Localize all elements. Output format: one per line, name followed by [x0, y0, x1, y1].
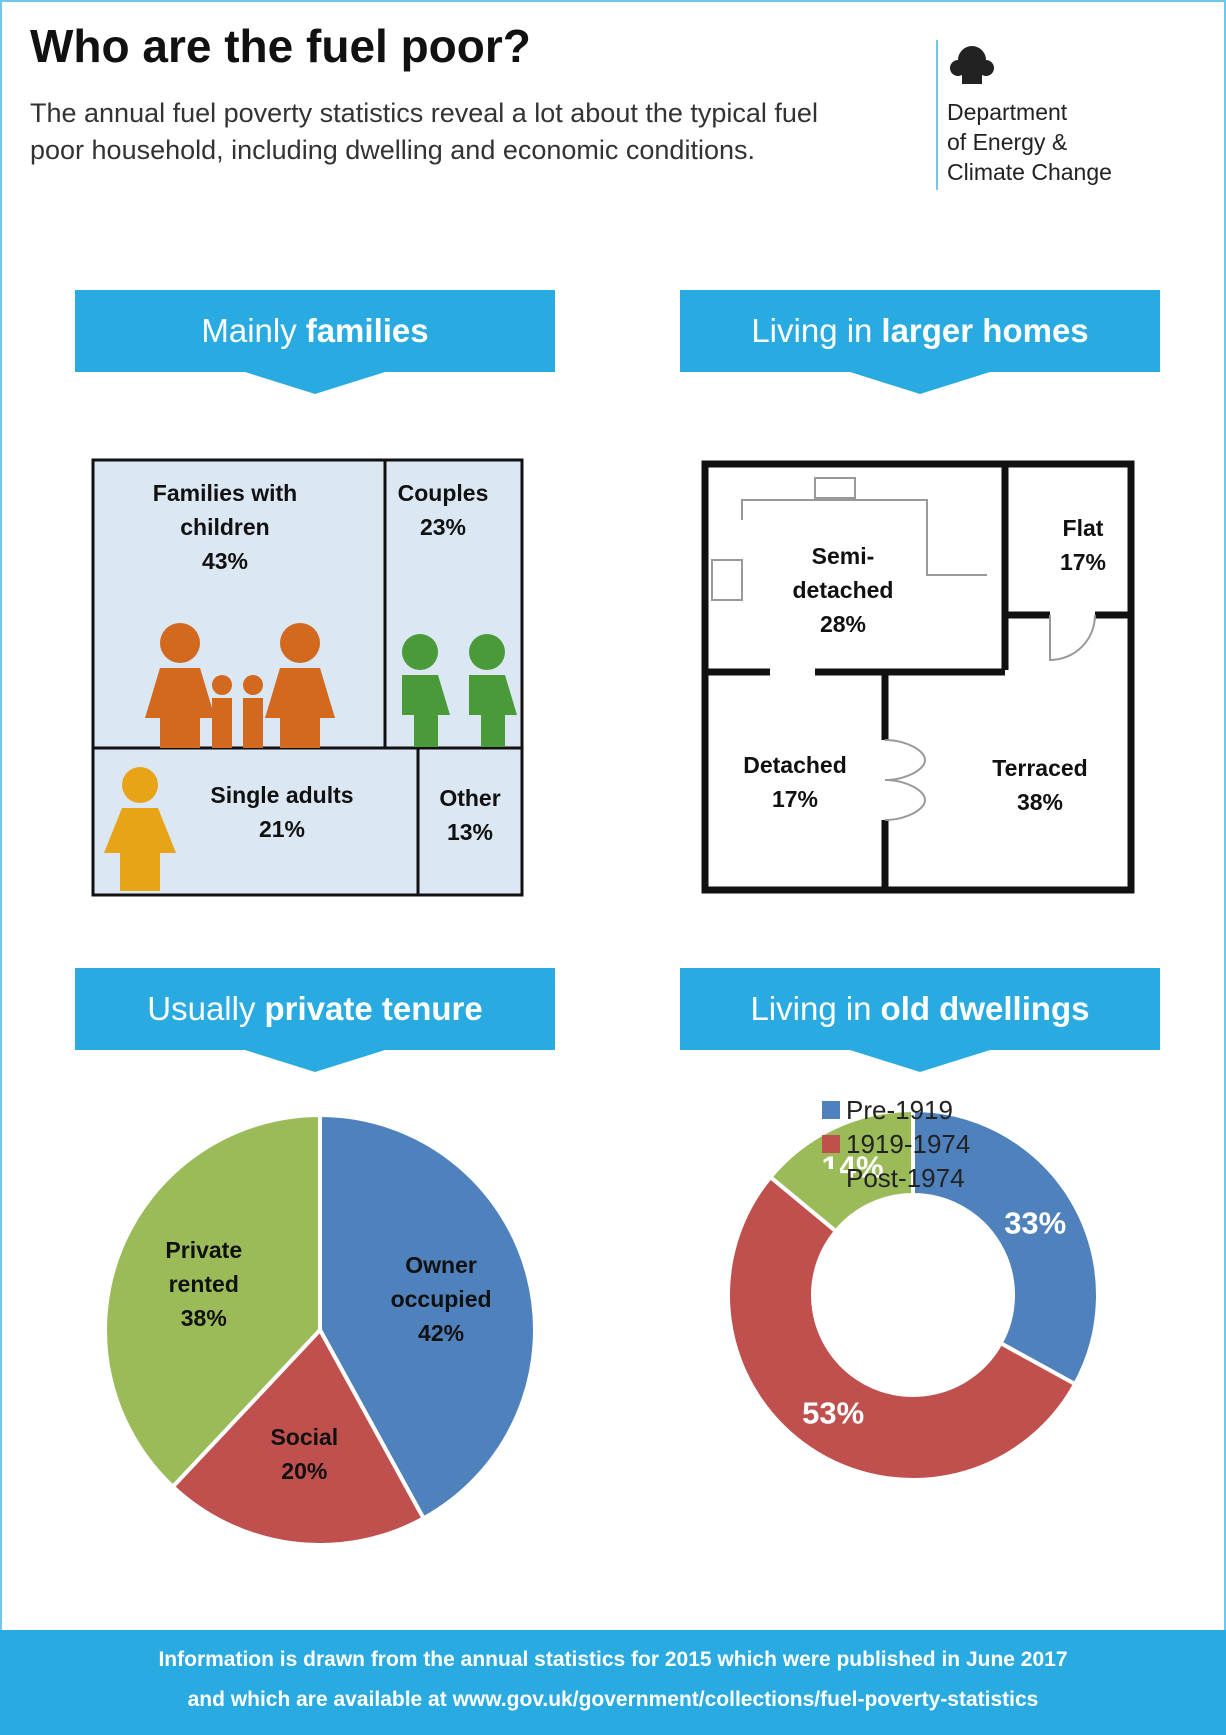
room-label: Terraced 38% — [965, 751, 1115, 819]
banner — [75, 968, 555, 1072]
footer-bar — [0, 1630, 1226, 1735]
pie-label-text: 42% — [418, 1319, 465, 1346]
logo-line: of Energy & — [947, 129, 1067, 155]
crest — [950, 46, 994, 84]
family-label-text: Single adults — [210, 782, 354, 808]
room-label: Detached 17% — [720, 748, 870, 816]
family-label-text: 13% — [446, 819, 494, 845]
room-label-text: Flat — [1062, 515, 1104, 541]
family-label-text: 43% — [201, 548, 249, 574]
room-label-text: 17% — [771, 786, 819, 812]
slice — [318, 1112, 538, 1522]
banner-bold: families — [306, 312, 429, 349]
footer-line: and which are available at www.gov.uk/go… — [187, 1688, 1039, 1711]
pie-label-text: Social — [270, 1424, 339, 1450]
pie-label-text: 20% — [281, 1458, 328, 1484]
family-label-text: 23% — [419, 514, 467, 540]
logo-line: Department — [947, 99, 1068, 125]
legend-swatch — [822, 1135, 840, 1153]
logo-text: Department of Energy & Climate Change — [947, 99, 1112, 185]
footer-line: Information is drawn from the annual sta… — [158, 1648, 1068, 1671]
family-label: Single adults 21% — [172, 778, 392, 846]
room-label: Semi-detached 28% — [768, 539, 918, 641]
pie-label: Social 20% — [229, 1420, 379, 1488]
donut-label: 53% — [802, 1395, 864, 1430]
banner-bold: old dwellings — [881, 990, 1090, 1027]
slice — [911, 1107, 1100, 1387]
family-label-text: Other — [439, 785, 501, 811]
slice — [726, 1174, 1078, 1482]
floor-detail — [711, 477, 1096, 821]
couple-icon — [402, 634, 517, 747]
banner-bold: larger homes — [881, 312, 1088, 349]
legend-swatch — [822, 1169, 840, 1187]
family-label-text: 21% — [258, 816, 306, 842]
banner — [75, 290, 555, 394]
banner-title: Living in larger homes — [751, 312, 1088, 349]
family-label-text: Families with children — [152, 480, 298, 540]
banner-bold: private tenure — [264, 990, 482, 1027]
banner-title: Usually private tenure — [147, 990, 482, 1027]
banner — [680, 968, 1160, 1072]
slice — [103, 1112, 322, 1490]
banner — [680, 290, 1160, 394]
family-label: Other 13% — [360, 781, 580, 849]
logo-line: Climate Change — [947, 159, 1112, 185]
room-label-text: 28% — [819, 611, 867, 637]
family-label: Couples 23% — [333, 476, 553, 544]
room-label-text: Detached — [743, 752, 847, 778]
banner-text: Usually — [147, 990, 256, 1027]
pie-label-text: 38% — [180, 1304, 227, 1331]
single-icon — [104, 767, 176, 891]
title: Who are the fuel poor? — [30, 20, 531, 72]
legend-swatch — [822, 1101, 840, 1119]
family-label-text: Couples — [397, 480, 489, 506]
subtitle: The annual fuel poverty statistics revea… — [30, 98, 818, 165]
pie-label-text: Private rented — [165, 1236, 243, 1297]
pie-label: Private rented 38% — [129, 1233, 279, 1335]
donut-label: 33% — [1004, 1206, 1066, 1241]
room-label-text: Semi-detached — [792, 543, 894, 603]
pie-label-text: Owner occupied — [390, 1251, 492, 1312]
banner-title: Living in old dwellings — [750, 990, 1089, 1027]
banner-title: Mainly families — [201, 312, 428, 349]
pie-label: Owner occupied 42% — [366, 1248, 516, 1350]
family-label: Families with children 43% — [115, 476, 335, 578]
room-label-text: Terraced — [992, 755, 1088, 781]
slice — [169, 1326, 427, 1547]
family-icon — [145, 623, 335, 748]
banner-text: Mainly — [201, 312, 297, 349]
banner-text: Living in — [751, 312, 872, 349]
legend-label: 1919-1974 — [846, 1129, 970, 1159]
footer: Information is drawn from the annual sta… — [0, 1640, 1226, 1720]
legend-label: Post-1974 — [846, 1163, 965, 1193]
banner-text: Living in — [750, 990, 871, 1027]
room-label-text: 38% — [1016, 789, 1064, 815]
legend-label: Pre-1919 — [846, 1095, 953, 1125]
floor-plan — [701, 460, 1135, 894]
room-label-text: 17% — [1059, 549, 1107, 575]
room-label: Flat 17% — [1008, 511, 1158, 579]
slice — [767, 1107, 915, 1235]
